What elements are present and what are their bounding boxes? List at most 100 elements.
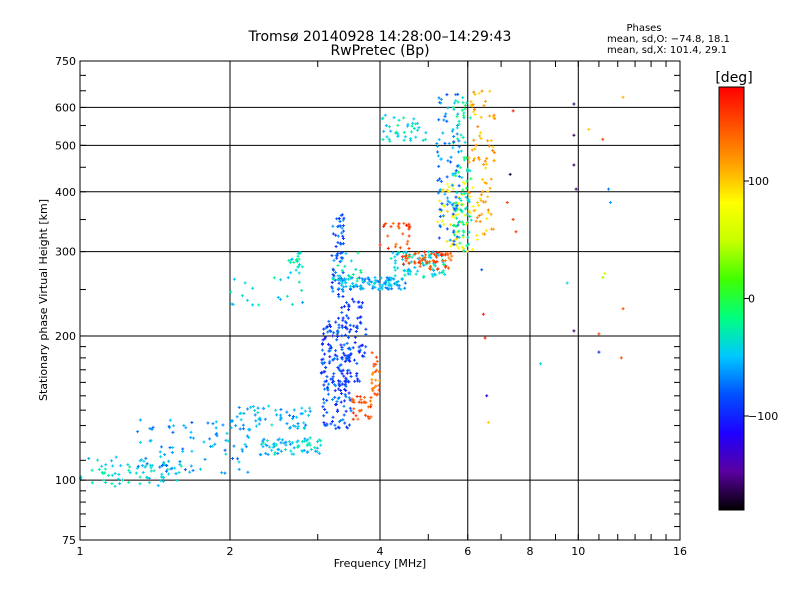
echo-point [376, 280, 380, 284]
echo-point [374, 378, 378, 382]
y-tick-label: 400 [55, 186, 76, 199]
echo-point [412, 117, 416, 121]
echo-point [183, 468, 187, 472]
echo-point [414, 272, 418, 276]
echo-point [454, 195, 458, 199]
echo-point [451, 146, 455, 150]
echo-point [321, 338, 325, 342]
echo-point [465, 179, 469, 183]
echo-point [117, 473, 121, 477]
echo-point [299, 412, 303, 416]
echo-point [339, 241, 343, 245]
echo-point [420, 258, 424, 262]
echo-point [457, 139, 461, 143]
echo-point [373, 392, 377, 396]
grid-lines [80, 61, 680, 540]
echo-point [344, 277, 348, 281]
echo-point [480, 89, 484, 93]
echo-point [309, 448, 313, 452]
echo-point [359, 398, 363, 402]
echo-point [391, 221, 395, 225]
echo-point [621, 307, 625, 311]
echo-point [337, 326, 341, 330]
echo-point [438, 188, 442, 192]
echo-point [486, 139, 490, 143]
echo-point [391, 251, 395, 255]
echo-point [191, 468, 195, 472]
echo-point [402, 221, 406, 225]
echo-point [383, 281, 387, 285]
echo-point [340, 269, 344, 273]
echo-point [340, 356, 344, 360]
echo-point [369, 403, 373, 407]
echo-point [370, 372, 374, 376]
echo-point [418, 259, 422, 263]
echo-point [465, 169, 469, 173]
echo-point [361, 279, 365, 283]
echo-point [140, 458, 144, 462]
echo-point [370, 351, 374, 355]
echo-point [288, 442, 292, 446]
echo-point [304, 423, 308, 427]
echo-point [403, 273, 407, 277]
echo-point [451, 215, 455, 219]
echo-point [262, 437, 266, 441]
echo-point [160, 472, 164, 476]
echo-point [345, 341, 349, 345]
echo-point [341, 236, 345, 240]
echo-point [454, 243, 458, 247]
echo-point [116, 477, 120, 481]
colorbar-label: [deg] [715, 70, 752, 86]
echo-point [119, 464, 123, 468]
echo-point [349, 374, 353, 378]
echo-point [225, 431, 229, 435]
echo-point [397, 222, 401, 226]
echo-point [442, 118, 446, 122]
echo-point [325, 398, 329, 402]
y-axis-ticks: 75 100 200 300 400 500 600 750 [55, 55, 680, 547]
echo-point [128, 465, 132, 469]
echo-point [328, 359, 332, 363]
echo-point [90, 481, 94, 485]
echo-point [148, 463, 152, 467]
echo-point [323, 352, 327, 356]
echo-point [416, 269, 420, 273]
echo-point [159, 479, 163, 483]
echo-point [431, 274, 435, 278]
echo-point [328, 324, 332, 328]
echo-point [445, 119, 449, 123]
echo-point [347, 354, 351, 358]
echo-point [297, 257, 301, 261]
echo-point [351, 273, 355, 277]
echo-point [460, 245, 464, 249]
echo-point [272, 276, 276, 280]
echo-point [300, 265, 304, 269]
echo-point [340, 311, 344, 315]
echo-point [347, 330, 351, 334]
echo-point [349, 328, 353, 332]
echo-point [505, 200, 509, 204]
echo-point [345, 301, 349, 305]
echo-point [432, 252, 436, 256]
echo-point [393, 255, 397, 259]
echo-point [300, 288, 304, 292]
echo-point [451, 105, 455, 109]
echo-point [437, 138, 441, 142]
echo-point [113, 472, 117, 476]
echo-point [274, 443, 278, 447]
echo-point [348, 284, 352, 288]
echo-point [301, 300, 305, 304]
echo-point [452, 229, 456, 233]
echo-point [539, 362, 543, 366]
echo-point [440, 271, 444, 275]
echo-point [370, 381, 374, 385]
echo-point [424, 131, 428, 135]
echo-point [326, 330, 330, 334]
echo-point [336, 264, 340, 268]
echo-point [486, 195, 490, 199]
echo-point [461, 220, 465, 224]
echo-point [457, 145, 461, 149]
x-axis-ticks: 1 2 4 6 8 10 16 [77, 61, 687, 558]
echo-point [378, 243, 382, 247]
echo-point [240, 447, 244, 451]
